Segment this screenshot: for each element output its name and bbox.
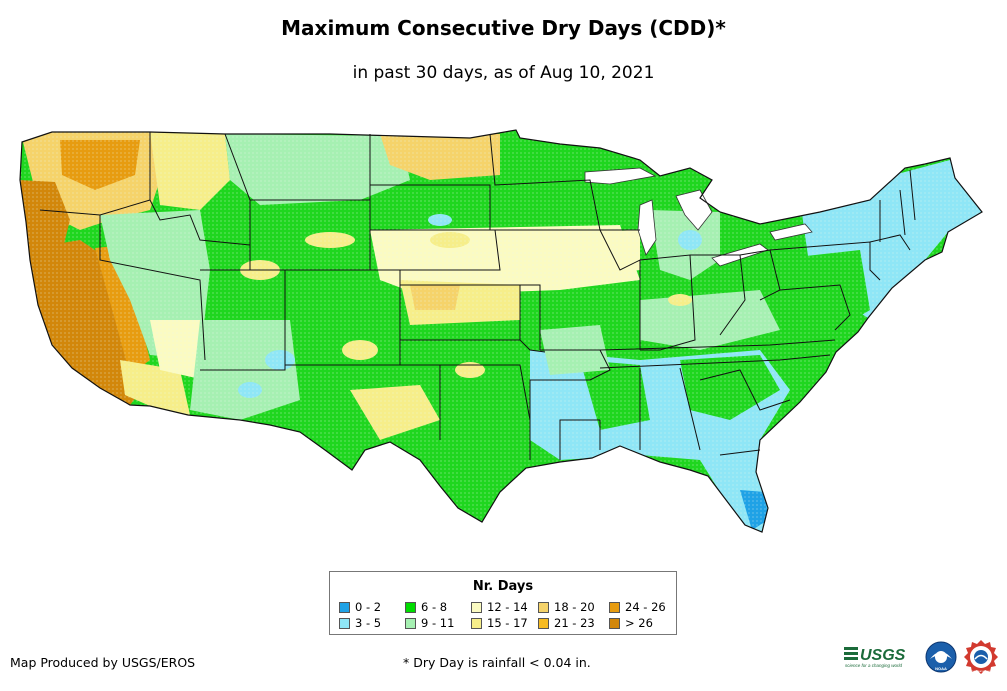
legend-item: > 26 bbox=[609, 617, 653, 630]
noaa-logo: NOAA bbox=[925, 641, 957, 673]
legend-title: Nr. Days bbox=[472, 579, 534, 594]
svg-text:USGS: USGS bbox=[860, 647, 906, 664]
legend-item: 0 - 2 bbox=[339, 601, 381, 614]
legend-swatch bbox=[405, 602, 416, 613]
state-borders bbox=[39, 132, 916, 460]
svg-text:NOAA: NOAA bbox=[935, 666, 947, 671]
cdd-map bbox=[19, 129, 983, 533]
legend-label: 6 - 8 bbox=[421, 600, 448, 614]
legend-swatch bbox=[471, 618, 482, 629]
legend-label: 15 - 17 bbox=[487, 616, 528, 630]
legend-swatch bbox=[339, 618, 350, 629]
legend-item: 15 - 17 bbox=[471, 617, 528, 630]
footnote-text: * Dry Day is rainfall < 0.04 in. bbox=[403, 655, 591, 670]
legend-label: 12 - 14 bbox=[487, 600, 528, 614]
map-subtitle: in past 30 days, as of Aug 10, 2021 bbox=[352, 63, 655, 83]
legend-swatch bbox=[538, 618, 549, 629]
legend-label: 18 - 20 bbox=[554, 600, 595, 614]
svg-text:NATIONAL WEATHER SERVICE: NATIONAL WEATHER SERVICE bbox=[966, 670, 996, 673]
legend-label: 3 - 5 bbox=[355, 616, 382, 630]
legend-swatch bbox=[609, 618, 620, 629]
legend-item: 24 - 26 bbox=[609, 601, 666, 614]
legend-swatch bbox=[405, 618, 416, 629]
legend-label: 9 - 11 bbox=[421, 616, 455, 630]
legend-label: 0 - 2 bbox=[355, 600, 382, 614]
legend-swatch bbox=[609, 602, 620, 613]
legend-item: 6 - 8 bbox=[405, 601, 447, 614]
legend-swatch bbox=[538, 602, 549, 613]
svg-text:science for a changing world: science for a changing world bbox=[845, 663, 903, 668]
legend-item: 18 - 20 bbox=[538, 601, 595, 614]
nws-logo: NATIONAL WEATHER SERVICE bbox=[964, 640, 998, 674]
legend-swatch bbox=[339, 602, 350, 613]
usgs-logo: USGS science for a changing world bbox=[844, 647, 906, 668]
legend: Nr. Days 0 - 2 3 - 5 6 - 8 9 - 11 12 - 14 15 … bbox=[329, 571, 677, 635]
legend-swatch bbox=[471, 602, 482, 613]
legend-label: 21 - 23 bbox=[554, 616, 595, 630]
legend-label: 24 - 26 bbox=[625, 600, 666, 614]
legend-item: 9 - 11 bbox=[405, 617, 454, 630]
conus-outline bbox=[19, 129, 983, 533]
legend-item: 3 - 5 bbox=[339, 617, 381, 630]
legend-item: 21 - 23 bbox=[538, 617, 595, 630]
legend-item: 12 - 14 bbox=[471, 601, 528, 614]
map-title: Maximum Consecutive Dry Days (CDD)* bbox=[281, 16, 726, 40]
credit-text: Map Produced by USGS/EROS bbox=[10, 655, 196, 670]
legend-label: > 26 bbox=[625, 616, 653, 630]
